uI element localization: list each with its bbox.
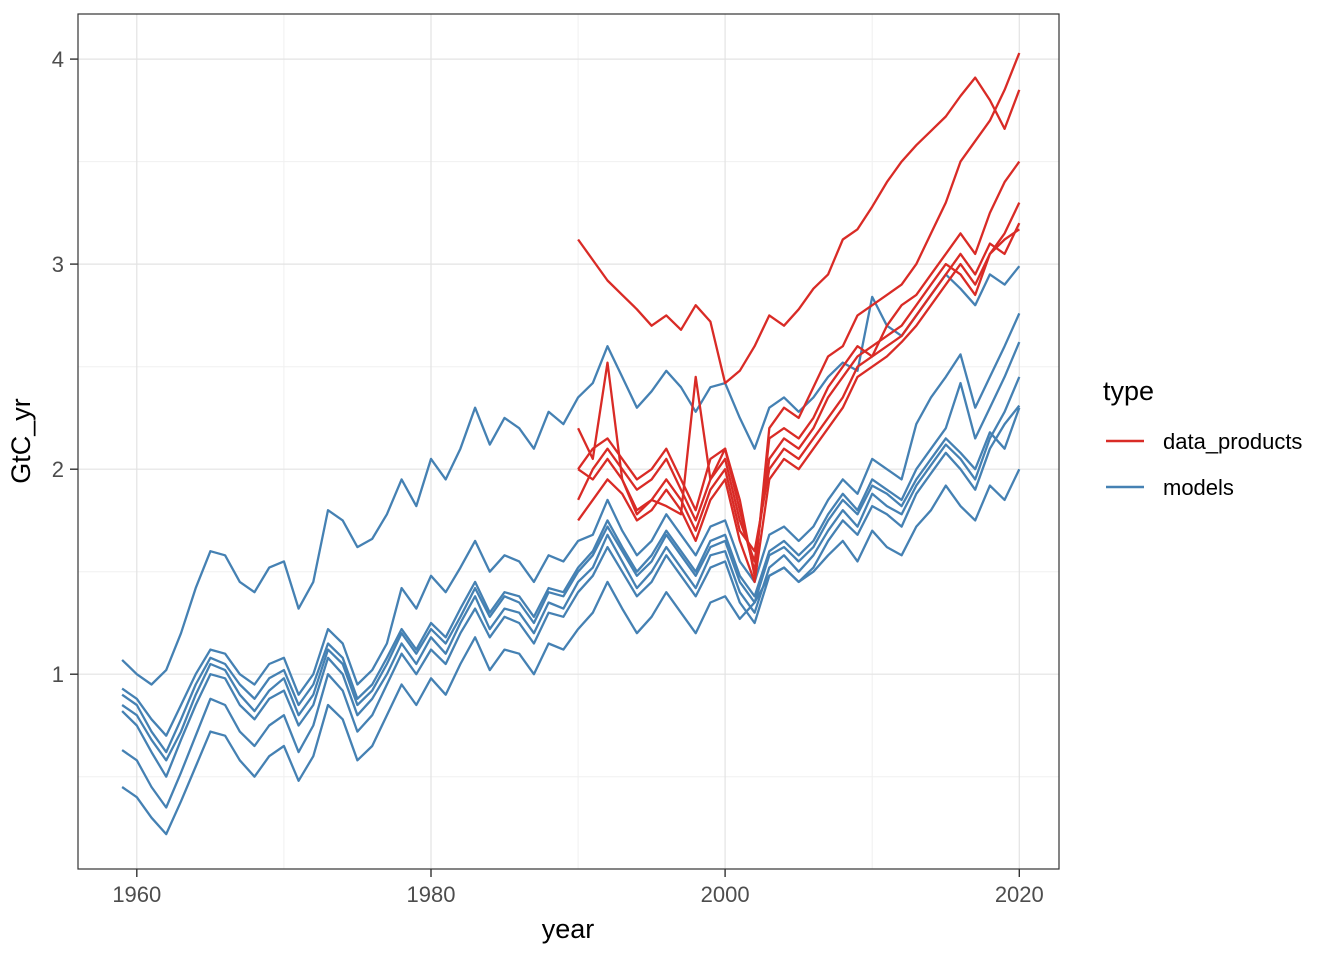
legend-entry-data-products: data_products (1106, 429, 1302, 454)
series-line-model_4 (121, 376, 1021, 778)
legend-label-models: models (1163, 475, 1234, 500)
series-line-data_product_1 (577, 76, 1021, 385)
x-tick-label: 1960 (112, 882, 161, 907)
legend-title: type (1103, 376, 1154, 406)
series-line-model_2 (121, 312, 1021, 737)
series-line-model_1 (121, 265, 1021, 686)
legend-label-data-products: data_products (1163, 429, 1302, 454)
series-line-data_product_3 (577, 160, 1021, 573)
x-tick-label: 2000 (701, 882, 750, 907)
legend: type data_products models (1103, 376, 1302, 500)
legend-entry-models: models (1106, 475, 1234, 500)
series-line-model_6 (121, 468, 1021, 836)
y-tick-label: 2 (52, 457, 64, 482)
x-tick-label: 2020 (995, 882, 1044, 907)
plot-panel-border (77, 13, 1060, 870)
y-tick-label: 4 (52, 47, 64, 72)
axis-tick-labels: 1960 1980 2000 2020 1 2 3 4 (52, 47, 1044, 907)
series-line-model_7 (121, 407, 1021, 762)
series-lines (121, 52, 1021, 836)
y-tick-label: 1 (52, 662, 64, 687)
x-tick-label: 1980 (407, 882, 456, 907)
series-line-data_product_5 (577, 222, 1021, 553)
y-tick-label: 3 (52, 252, 64, 277)
y-axis-title: GtC_yr (6, 398, 36, 484)
axis-ticks (70, 58, 1020, 877)
series-line-data_product_4 (577, 202, 1021, 563)
minor-gridlines (78, 14, 1059, 869)
series-line-data_product_6 (577, 228, 1020, 584)
series-line-model_5 (121, 404, 1021, 809)
x-axis-title: year (542, 914, 595, 944)
series-line-model_3 (121, 341, 1021, 754)
